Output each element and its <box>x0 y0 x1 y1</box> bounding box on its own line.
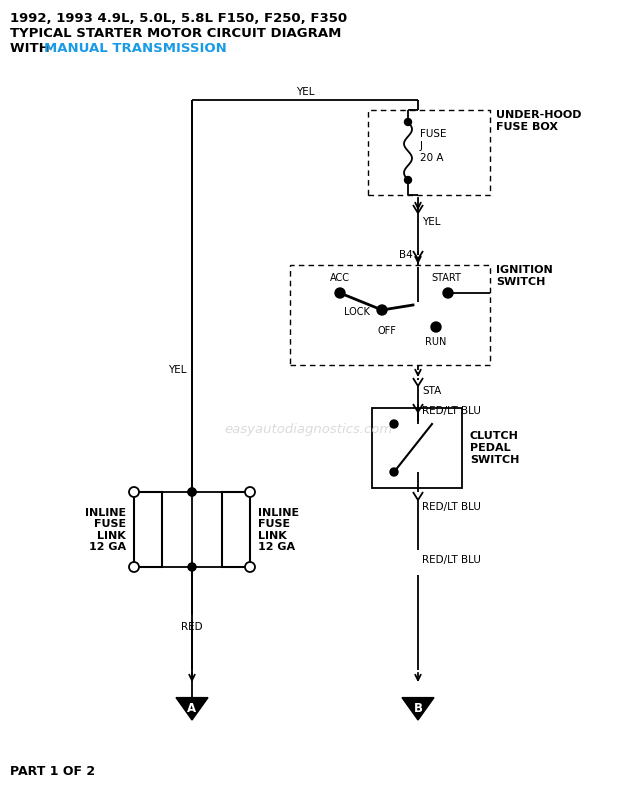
Text: WITH: WITH <box>10 42 54 55</box>
Text: INLINE
FUSE
LINK
12 GA: INLINE FUSE LINK 12 GA <box>85 508 126 552</box>
Text: STA: STA <box>422 386 441 396</box>
Circle shape <box>335 288 345 298</box>
Text: A: A <box>187 702 197 715</box>
Circle shape <box>390 420 398 428</box>
Polygon shape <box>402 698 434 720</box>
Circle shape <box>188 488 196 496</box>
Polygon shape <box>176 698 208 720</box>
Circle shape <box>405 177 412 183</box>
Text: IGNITION
SWITCH: IGNITION SWITCH <box>496 265 552 286</box>
Circle shape <box>390 468 398 476</box>
Text: RED/LT BLU: RED/LT BLU <box>422 406 481 416</box>
Text: RUN: RUN <box>425 337 447 347</box>
Text: FUSE
J
20 A: FUSE J 20 A <box>420 130 446 162</box>
Text: CLUTCH
PEDAL
SWITCH: CLUTCH PEDAL SWITCH <box>470 431 519 465</box>
Text: RED/LT BLU: RED/LT BLU <box>422 555 481 565</box>
Text: B: B <box>413 702 423 715</box>
Text: YEL: YEL <box>169 365 187 375</box>
Circle shape <box>188 488 196 496</box>
Text: START: START <box>431 273 461 283</box>
Circle shape <box>405 118 412 126</box>
Bar <box>290 265 490 365</box>
Text: LOCK: LOCK <box>344 307 370 317</box>
Text: MANUAL TRANSMISSION: MANUAL TRANSMISSION <box>44 42 227 55</box>
Text: RED/LT BLU: RED/LT BLU <box>422 502 481 512</box>
Circle shape <box>377 305 387 315</box>
Text: easyautodiagnostics.com: easyautodiagnostics.com <box>225 423 393 437</box>
Bar <box>222 492 250 567</box>
Text: PART 1 OF 2: PART 1 OF 2 <box>10 765 95 778</box>
Text: 1992, 1993 4.9L, 5.0L, 5.8L F150, F250, F350: 1992, 1993 4.9L, 5.0L, 5.8L F150, F250, … <box>10 12 347 25</box>
Text: YEL: YEL <box>422 217 441 227</box>
Bar <box>368 110 490 195</box>
Circle shape <box>188 563 196 571</box>
Text: UNDER-HOOD
FUSE BOX: UNDER-HOOD FUSE BOX <box>496 110 582 131</box>
Circle shape <box>443 288 453 298</box>
Text: B4: B4 <box>399 250 413 260</box>
Circle shape <box>245 487 255 497</box>
Bar <box>372 408 462 488</box>
Bar <box>134 492 162 567</box>
Text: OFF: OFF <box>378 326 396 336</box>
Circle shape <box>129 487 139 497</box>
Circle shape <box>245 562 255 572</box>
Text: TYPICAL STARTER MOTOR CIRCUIT DIAGRAM: TYPICAL STARTER MOTOR CIRCUIT DIAGRAM <box>10 27 341 40</box>
Text: YEL: YEL <box>296 87 314 97</box>
Circle shape <box>129 562 139 572</box>
Text: INLINE
FUSE
LINK
12 GA: INLINE FUSE LINK 12 GA <box>258 508 299 552</box>
Text: ACC: ACC <box>330 273 350 283</box>
Circle shape <box>431 322 441 332</box>
Text: RED: RED <box>181 622 203 632</box>
